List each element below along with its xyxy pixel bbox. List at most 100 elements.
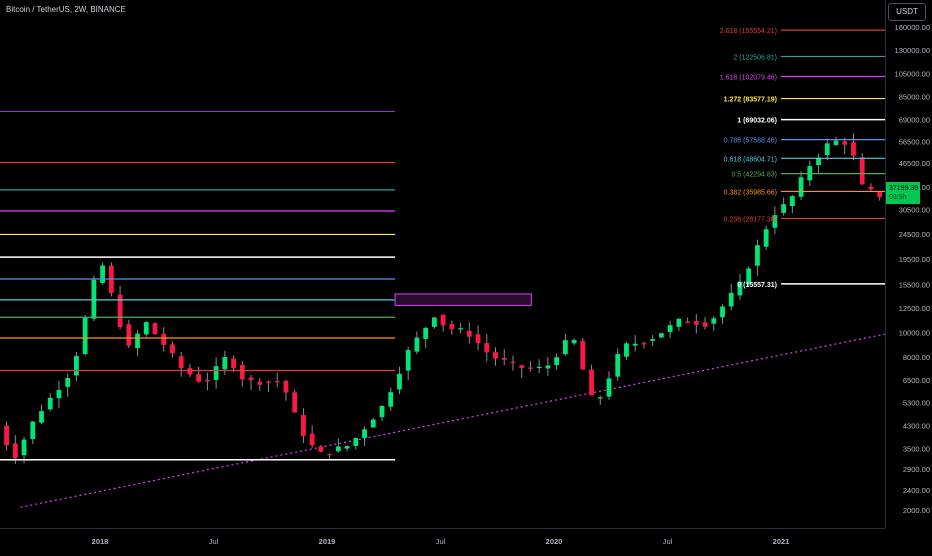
time-tick-label: 2019 (319, 537, 336, 546)
candle-body-42 (362, 429, 367, 438)
fib-label-right-4: 1 (69032.06) (737, 118, 777, 125)
candle-body-100 (869, 187, 874, 190)
candle-body-53 (458, 328, 463, 329)
current-price-value: 37199.39 (889, 184, 920, 193)
candle-body-61 (528, 368, 533, 369)
candle-body-55 (476, 334, 481, 343)
candle-body-50 (432, 317, 437, 326)
fib-label-right-2: 1.618 (102079.46) (720, 75, 777, 82)
price-tick-label: 19500.00 (899, 255, 930, 264)
chart-pane[interactable]: 4.272 (74372.28)2.618 (46799.56)2 (36497… (0, 0, 885, 528)
candle-body-54 (467, 331, 472, 337)
candle-body-36 (310, 434, 315, 446)
fib-label-right-6: 0.618 (48604.71) (724, 156, 777, 163)
candle-body-41 (353, 438, 358, 446)
candle-body-69 (598, 397, 603, 398)
candle-body-52 (449, 324, 454, 329)
candle-body-88 (764, 229, 769, 246)
price-tick-label: 5300.00 (903, 399, 930, 408)
currency-button[interactable]: USDT (888, 3, 926, 21)
candle-body-97 (842, 141, 847, 144)
candle-body-75 (650, 339, 655, 341)
candle-body-8 (65, 378, 70, 387)
candle-body-43 (371, 420, 376, 428)
candle-body-84 (729, 293, 734, 306)
candle-body-92 (799, 177, 804, 196)
candle-body-70 (607, 378, 612, 396)
candle-body-96 (834, 141, 839, 145)
candle-body-79 (685, 321, 690, 322)
candle-body-67 (580, 341, 585, 369)
candle-body-21 (179, 356, 184, 368)
price-tick-label: 105000.00 (895, 69, 930, 78)
candle-body-40 (345, 446, 350, 449)
price-tick-label: 24500.00 (899, 230, 930, 239)
candle-body-26 (222, 357, 227, 369)
candle-body-9 (74, 356, 79, 375)
price-tick-label: 4300.00 (903, 422, 930, 431)
current-price-label: 37199.39 03:9h (886, 182, 920, 204)
fib-label-right-9: 0.236 (28177.38) (724, 216, 777, 223)
candle-body-44 (380, 406, 385, 417)
time-tick-label: 2018 (92, 537, 109, 546)
price-tick-label: 2000.00 (903, 506, 930, 515)
price-tick-label: 56500.00 (899, 138, 930, 147)
candle-body-3 (22, 440, 27, 456)
candle-body-76 (659, 333, 664, 337)
candle-body-71 (615, 354, 620, 377)
candle-body-91 (790, 196, 795, 206)
candle-body-45 (388, 392, 393, 407)
candle-body-78 (676, 319, 681, 327)
candle-body-101 (877, 192, 882, 197)
price-tick-label: 3500.00 (903, 444, 930, 453)
fib-label-right-7: 0.5 (42294.83) (731, 172, 777, 179)
candle-body-23 (196, 374, 201, 381)
candle-body-49 (423, 328, 428, 339)
candle-body-64 (554, 357, 559, 365)
candle-body-10 (83, 318, 88, 354)
fib-label-right-5: 0.786 (57588.46) (724, 138, 777, 145)
price-tick-label: 2400.00 (903, 486, 930, 495)
candle-body-72 (624, 343, 629, 356)
time-tick-label: 2021 (773, 537, 790, 546)
candle-body-66 (572, 340, 577, 343)
candle-body-29 (249, 378, 254, 381)
chart-title: Bitcoin / TetherUS, 2W, BINANCE (6, 5, 126, 14)
candle-body-15 (126, 324, 131, 345)
price-tick-label: 46500.00 (899, 159, 930, 168)
candle-body-46 (397, 374, 402, 390)
candle-body-37 (318, 446, 323, 451)
candle-body-34 (292, 392, 297, 412)
price-tick-label: 8000.00 (903, 353, 930, 362)
time-axis[interactable]: 2018Jul2019Jul2020Jul2021Jul2022Jul2023J… (0, 528, 885, 551)
fib-label-right-1: 2 (122506.81) (733, 54, 777, 61)
candle-body-74 (642, 343, 647, 344)
price-axis[interactable]: 160000.00 130000.00 105000.00 85000.00 69000… (885, 0, 932, 528)
candlestick-chart[interactable]: 4.272 (74372.28)2.618 (46799.56)2 (36497… (0, 0, 885, 528)
candle-body-20 (170, 344, 175, 353)
fib-label-right-0: 2.618 (155554.21) (720, 28, 777, 35)
price-tick-label: 69000.00 (899, 116, 930, 125)
candle-body-1 (4, 426, 9, 446)
candle-body-82 (711, 318, 716, 323)
candle-body-5 (39, 411, 44, 423)
time-tick-label: 2020 (546, 537, 563, 546)
candle-body-33 (284, 381, 289, 392)
price-tick-label: 85000.00 (899, 93, 930, 102)
price-tick-label: 160000.00 (895, 23, 930, 32)
candle-body-80 (694, 321, 699, 325)
candle-body-38 (327, 454, 332, 455)
time-tick-label: Jul (436, 537, 446, 546)
price-tick-label: 130000.00 (895, 46, 930, 55)
candle-body-17 (144, 322, 149, 334)
candle-body-32 (275, 381, 280, 382)
candle-body-7 (57, 390, 62, 398)
candle-body-19 (161, 334, 166, 345)
candle-body-77 (668, 325, 673, 332)
candle-body-65 (563, 340, 568, 354)
fib-label-right-10: 0 (15557.31) (737, 282, 777, 289)
candle-body-90 (781, 204, 786, 213)
price-tick-label: 10000.00 (899, 329, 930, 338)
candle-body-35 (301, 415, 306, 436)
price-tick-label: 12500.00 (899, 304, 930, 313)
